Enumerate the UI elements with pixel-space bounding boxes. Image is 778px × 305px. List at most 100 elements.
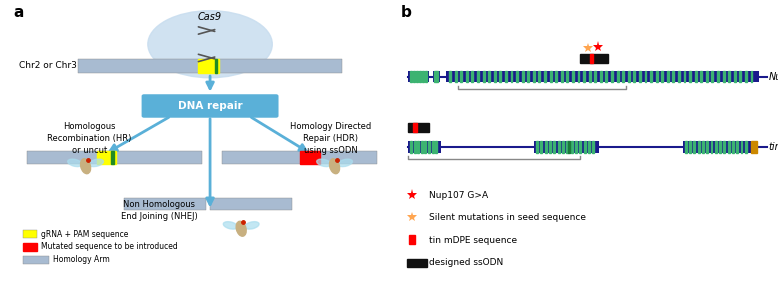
Bar bbox=[566, 141, 568, 152]
Bar bbox=[454, 71, 457, 82]
Bar bbox=[544, 71, 546, 82]
Text: Mutated sequence to be introduced: Mutated sequence to be introduced bbox=[41, 242, 177, 251]
Bar bbox=[617, 71, 619, 82]
Bar bbox=[505, 71, 506, 82]
Bar bbox=[644, 71, 647, 82]
Bar bbox=[706, 71, 708, 82]
Bar bbox=[584, 141, 586, 152]
Bar bbox=[724, 141, 725, 152]
Bar bbox=[702, 141, 704, 152]
Text: Silent mutations in seed sequence: Silent mutations in seed sequence bbox=[429, 213, 586, 222]
Bar bbox=[198, 59, 219, 73]
Bar bbox=[516, 71, 518, 82]
Ellipse shape bbox=[68, 159, 82, 167]
Ellipse shape bbox=[81, 159, 90, 174]
Bar bbox=[408, 141, 440, 152]
Bar bbox=[433, 71, 440, 82]
Bar bbox=[549, 71, 552, 82]
Bar bbox=[590, 54, 593, 63]
Text: Nup107: Nup107 bbox=[769, 72, 778, 81]
Ellipse shape bbox=[148, 11, 272, 78]
Bar bbox=[594, 71, 596, 82]
Bar bbox=[499, 71, 501, 82]
Text: Non Homologous
End Joining (NHEJ): Non Homologous End Joining (NHEJ) bbox=[121, 200, 198, 221]
Text: gRNA + PAM sequence: gRNA + PAM sequence bbox=[41, 230, 128, 239]
Bar bbox=[408, 259, 427, 267]
Bar bbox=[698, 141, 699, 152]
Bar bbox=[489, 71, 490, 82]
Bar bbox=[633, 71, 636, 82]
Bar bbox=[727, 141, 730, 152]
Bar bbox=[417, 141, 419, 152]
Bar bbox=[695, 71, 696, 82]
Bar bbox=[580, 54, 608, 63]
Bar bbox=[672, 71, 675, 82]
Bar bbox=[739, 71, 741, 82]
Bar bbox=[414, 141, 415, 152]
Bar bbox=[715, 141, 717, 152]
Text: a: a bbox=[14, 5, 24, 20]
Bar bbox=[553, 141, 555, 152]
Bar bbox=[734, 71, 736, 82]
Bar bbox=[408, 71, 429, 82]
Bar bbox=[580, 141, 581, 152]
Bar bbox=[538, 71, 541, 82]
Bar bbox=[477, 71, 479, 82]
Bar bbox=[549, 141, 551, 152]
Bar bbox=[412, 71, 415, 82]
Bar bbox=[656, 71, 657, 82]
Ellipse shape bbox=[89, 159, 103, 167]
Bar bbox=[545, 141, 547, 152]
Bar bbox=[583, 71, 585, 82]
Bar bbox=[558, 141, 559, 152]
Bar bbox=[23, 230, 37, 238]
Bar bbox=[408, 123, 429, 132]
Bar bbox=[566, 71, 568, 82]
Text: DNA repair: DNA repair bbox=[177, 101, 243, 111]
Bar bbox=[661, 71, 663, 82]
Bar bbox=[419, 71, 421, 82]
Bar bbox=[413, 123, 417, 132]
Bar bbox=[562, 141, 564, 152]
Bar bbox=[97, 151, 116, 164]
Bar bbox=[577, 71, 580, 82]
Bar bbox=[745, 141, 747, 152]
Bar bbox=[447, 71, 759, 82]
Ellipse shape bbox=[245, 222, 259, 229]
Text: designed ssODN: designed ssODN bbox=[429, 258, 503, 267]
Bar bbox=[428, 141, 430, 152]
Bar bbox=[421, 141, 422, 152]
Bar bbox=[449, 71, 451, 82]
Bar bbox=[210, 198, 292, 210]
Ellipse shape bbox=[338, 159, 352, 167]
Bar bbox=[628, 71, 629, 82]
Bar bbox=[650, 71, 652, 82]
Bar bbox=[432, 141, 433, 152]
Bar bbox=[741, 141, 742, 152]
Ellipse shape bbox=[330, 159, 339, 174]
Bar bbox=[534, 141, 599, 152]
Bar bbox=[522, 71, 524, 82]
Bar bbox=[717, 71, 719, 82]
Bar bbox=[571, 141, 573, 152]
Bar bbox=[639, 71, 641, 82]
Bar bbox=[561, 71, 562, 82]
Bar bbox=[124, 198, 206, 210]
Bar bbox=[667, 71, 669, 82]
Bar bbox=[684, 71, 685, 82]
Text: Cas9: Cas9 bbox=[198, 12, 223, 22]
Text: Homology Directed
Repair (HDR)
using ssODN: Homology Directed Repair (HDR) using ssO… bbox=[290, 122, 371, 155]
Bar bbox=[592, 141, 594, 152]
Bar bbox=[541, 141, 542, 152]
Bar bbox=[700, 71, 703, 82]
Bar bbox=[434, 71, 436, 82]
Text: tin mDPE sequence: tin mDPE sequence bbox=[429, 235, 517, 245]
Bar bbox=[422, 71, 423, 82]
Bar bbox=[510, 71, 513, 82]
Bar bbox=[572, 71, 574, 82]
Bar bbox=[555, 71, 557, 82]
Bar bbox=[683, 141, 752, 152]
Bar bbox=[409, 235, 415, 244]
Bar bbox=[736, 141, 738, 152]
Bar bbox=[466, 71, 468, 82]
